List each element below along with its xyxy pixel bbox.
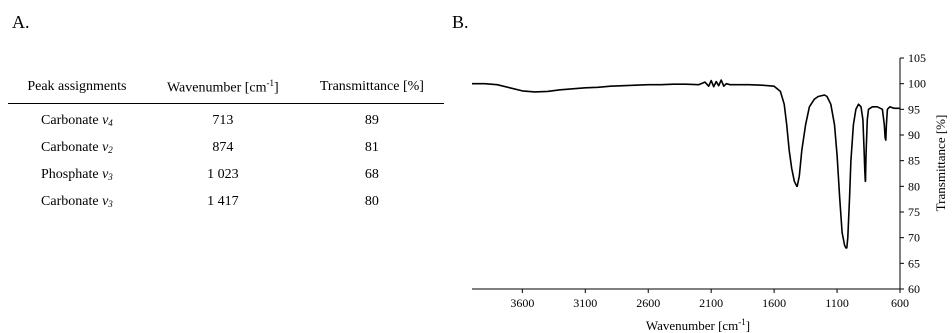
assignment-symbol: v	[102, 194, 109, 210]
table-row: Carbonate v2 874 81	[8, 135, 444, 162]
cell-wavenumber: 713	[212, 113, 234, 129]
assignment-name: Phosphate	[41, 167, 103, 183]
x-axis-ticks: 3600 3100 2600 2100 1600 1100 600	[510, 289, 909, 310]
assignment-symbol: v	[102, 167, 109, 183]
assignment-subscript: 3	[108, 172, 113, 183]
header-peak-assignments: Peak assignments	[8, 74, 146, 104]
x-tick-label: 1600	[762, 296, 786, 310]
x-tick-label: 3100	[573, 296, 597, 310]
y-tick-label: 80	[908, 179, 920, 193]
table-row: Carbonate v3 1 417 80	[8, 189, 444, 216]
cell-transmittance: 80	[364, 194, 379, 210]
cell-assignment: Phosphate v3	[8, 162, 146, 189]
assignment-symbol: v	[102, 140, 109, 156]
cell-assignment: Carbonate v3	[8, 189, 146, 216]
x-tick-label: 1100	[825, 296, 849, 310]
assignment-symbol: v	[102, 113, 109, 129]
header-wavenumber-prefix: Wavenumber [cm	[166, 80, 267, 96]
x-tick-label: 600	[891, 296, 909, 310]
y-axis-ticks: 60 65 70 75 80 85 90 95 100 105	[900, 51, 926, 296]
header-wavenumber: Wavenumber [cm-1]	[145, 74, 300, 104]
cell-wavenumber: 1 417	[207, 194, 239, 210]
x-tick-label: 3600	[510, 296, 534, 310]
x-axis-label-sup: -1	[738, 317, 746, 327]
cell-wavenumber: 1 023	[207, 167, 239, 183]
cell-transmittance: 68	[364, 167, 379, 183]
y-tick-label: 100	[908, 77, 926, 91]
cell-assignment: Carbonate v4	[8, 103, 146, 135]
header-wavenumber-suffix: ]	[274, 80, 279, 96]
panel-b-label: B.	[452, 12, 469, 32]
x-tick-label: 2100	[699, 296, 723, 310]
header-transmittance: Transmittance [%]	[299, 74, 444, 104]
cell-transmittance: 89	[364, 113, 379, 129]
peak-assignments-table: Peak assignments Wavenumber [cm-1] Trans…	[8, 74, 444, 216]
assignment-name: Carbonate	[41, 194, 103, 210]
cell-transmittance: 81	[364, 140, 379, 156]
x-axis-label-prefix: Wavenumber [cm	[646, 318, 738, 333]
header-wavenumber-sup: -1	[266, 78, 275, 88]
x-tick-label: 2600	[636, 296, 660, 310]
y-tick-label: 90	[908, 128, 920, 142]
cell-wavenumber: 874	[212, 140, 234, 156]
y-tick-label: 75	[908, 205, 920, 219]
ftir-spectrum-chart: 3600 3100 2600 2100 1600 1100 600 60 65 70 75 80 85…	[472, 51, 948, 333]
table-row: Phosphate v3 1 023 68	[8, 162, 444, 189]
assignment-subscript: 4	[108, 118, 113, 129]
y-tick-label: 85	[908, 154, 920, 168]
y-tick-label: 105	[908, 51, 926, 65]
assignment-subscript: 3	[108, 199, 113, 210]
assignment-name: Carbonate	[41, 140, 103, 156]
x-axis-label: Wavenumber [cm-1]	[646, 317, 750, 333]
y-tick-label: 60	[908, 282, 920, 296]
cell-assignment: Carbonate v2	[8, 135, 146, 162]
y-tick-label: 70	[908, 231, 920, 245]
table-header-row: Peak assignments Wavenumber [cm-1] Trans…	[8, 74, 444, 104]
y-tick-label: 95	[908, 102, 920, 116]
x-axis-label-suffix: ]	[746, 318, 750, 333]
assignment-subscript: 2	[108, 145, 113, 156]
assignment-name: Carbonate	[41, 113, 103, 129]
y-tick-label: 65	[908, 256, 920, 270]
panel-a-label: A.	[12, 12, 30, 32]
spectrum-series-line	[472, 79, 900, 249]
table-row: Carbonate v4 713 89	[8, 103, 444, 135]
y-axis-label: Transmittance [%]	[933, 115, 948, 212]
